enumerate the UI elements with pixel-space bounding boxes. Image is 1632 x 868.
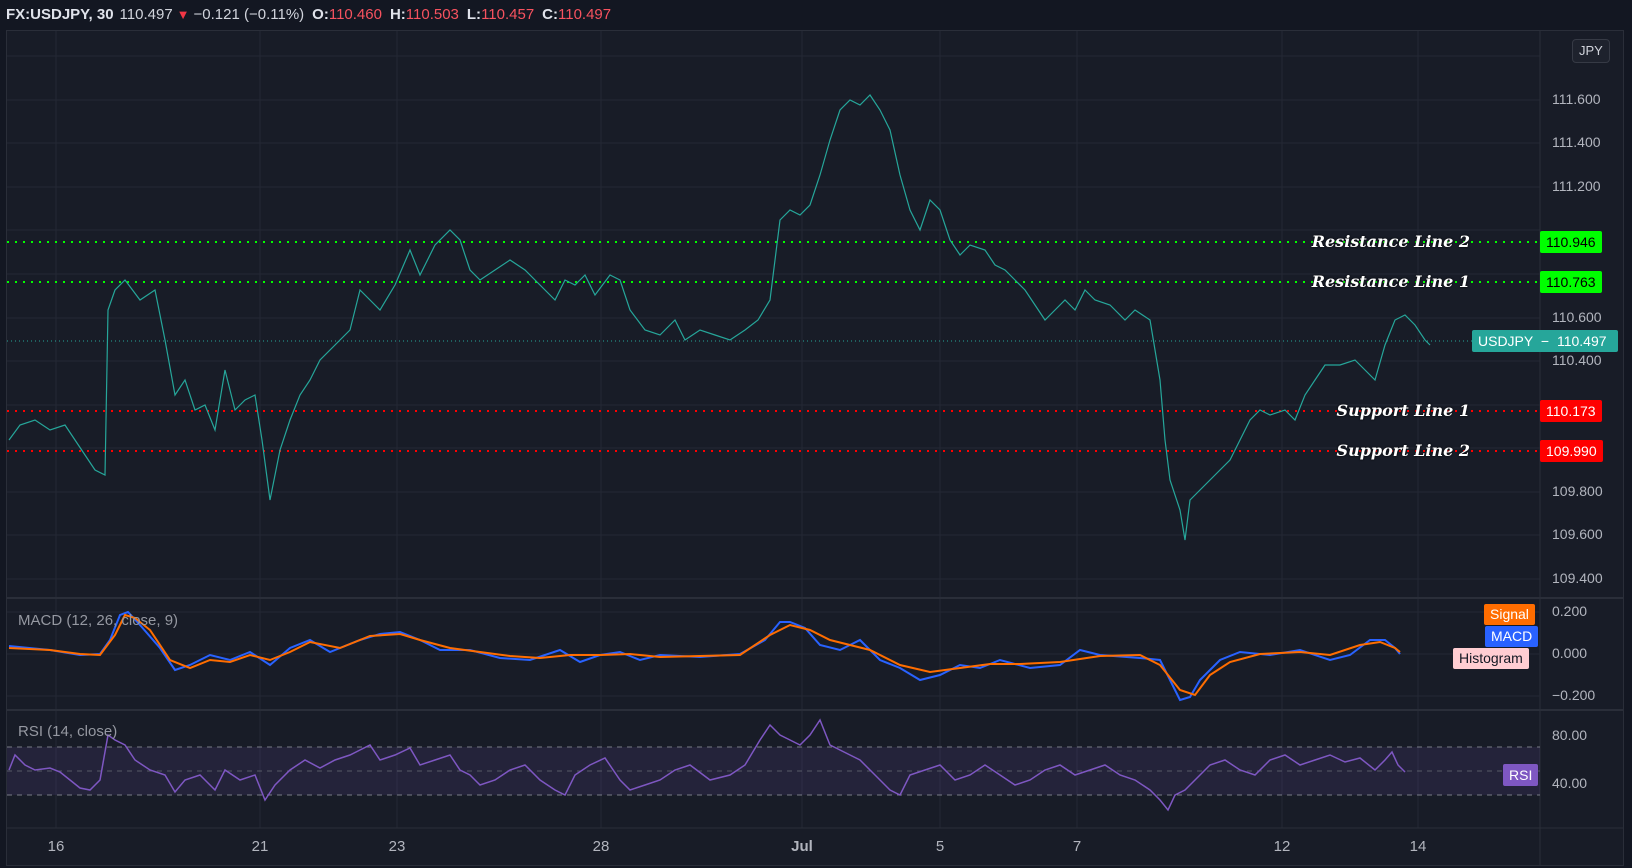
- price-tick: 109.600: [1552, 526, 1603, 542]
- macd-pane[interactable]: [7, 610, 1540, 702]
- time-tick: 5: [935, 838, 945, 855]
- macd-line-legend[interactable]: MACD: [1485, 626, 1539, 647]
- resistance-line-2-price-tag[interactable]: 110.946: [1540, 231, 1602, 253]
- macd-axis-tick: 0.200: [1552, 603, 1588, 619]
- price-tick: 109.800: [1552, 483, 1603, 499]
- price-candles[interactable]: [8, 94, 1431, 541]
- rsi-pane[interactable]: [7, 718, 1540, 812]
- high-label: H:: [389, 5, 406, 23]
- open-label: O:: [312, 5, 329, 23]
- price-tick: 111.200: [1552, 178, 1601, 194]
- close-label: C:: [542, 5, 558, 23]
- resistance-line-1-price-tag[interactable]: 110.763: [1540, 271, 1602, 293]
- high-value: 110.503: [405, 5, 459, 23]
- rsi-axis-tick: 40.00: [1552, 775, 1588, 791]
- price-tick: 110.600: [1552, 309, 1602, 325]
- time-tick: Jul: [791, 838, 813, 855]
- low-value: 110.457: [481, 5, 535, 23]
- rsi-title[interactable]: RSI (14, close): [18, 723, 118, 740]
- rsi-axis-tick: 80.00: [1552, 727, 1588, 743]
- close-value: 110.497: [558, 5, 612, 23]
- price-change: −0.121 (−0.11%): [193, 5, 305, 23]
- macd-axis-tick: 0.000: [1552, 645, 1588, 661]
- time-tick: 16: [47, 838, 65, 855]
- time-tick: 12: [1273, 838, 1291, 855]
- time-tick: 23: [388, 838, 406, 855]
- time-tick: 7: [1072, 838, 1082, 855]
- open-value: 110.460: [328, 5, 382, 23]
- support-line-1-title: Support Line 1: [1336, 401, 1470, 420]
- signal-line: [8, 613, 1401, 697]
- macd-signal-legend[interactable]: Signal: [1484, 604, 1535, 625]
- support-line-2-price-tag[interactable]: 109.990: [1540, 440, 1603, 462]
- macd-axis-tick: −0.200: [1552, 687, 1596, 703]
- price-grid: [7, 31, 1540, 828]
- resistance-line-2-title: Resistance Line 2: [1311, 232, 1470, 251]
- time-tick: 28: [592, 838, 610, 855]
- current-price-separator: −: [1540, 333, 1550, 349]
- rsi-legend[interactable]: RSI: [1503, 764, 1539, 786]
- rsi-line: [8, 718, 1406, 812]
- symbol-name[interactable]: FX:USDJPY, 30: [6, 5, 114, 23]
- time-tick: 14: [1409, 838, 1427, 855]
- price-tick: 109.400: [1552, 570, 1603, 586]
- macd-title[interactable]: MACD (12, 26, close, 9): [18, 612, 179, 629]
- low-label: L:: [466, 5, 482, 23]
- symbol-header: FX:USDJPY, 30 110.497 ▼ −0.121 (−0.11%) …: [0, 0, 1632, 28]
- price-tick: 111.400: [1552, 134, 1601, 150]
- support-line-2-title: Support Line 2: [1336, 441, 1470, 460]
- currency-button[interactable]: JPY: [1572, 39, 1610, 63]
- down-arrow-icon: ▼: [176, 6, 190, 22]
- current-price-symbol: USDJPY: [1478, 333, 1533, 349]
- support-line-1-price-tag[interactable]: 110.173: [1540, 400, 1602, 422]
- price-tick: 111.600: [1552, 91, 1601, 107]
- last-price: 110.497: [119, 5, 173, 23]
- resistance-line-1-title: Resistance Line 1: [1311, 272, 1470, 291]
- current-price-value: 110.497: [1556, 333, 1607, 349]
- current-price-tag[interactable]: USDJPY − 110.497: [1472, 330, 1618, 352]
- price-tick: 110.400: [1552, 352, 1602, 368]
- time-tick: 21: [251, 838, 269, 855]
- macd-histogram-legend[interactable]: Histogram: [1453, 648, 1529, 669]
